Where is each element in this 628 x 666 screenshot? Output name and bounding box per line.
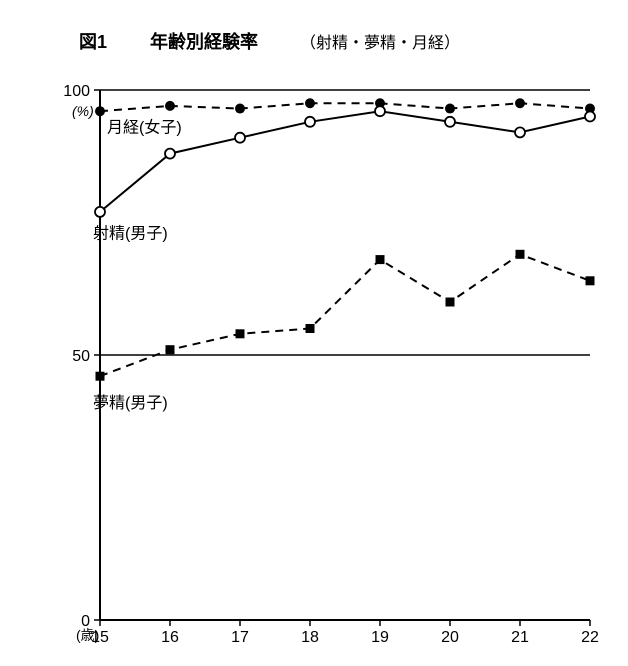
y-tick-label: 100 [63, 83, 90, 100]
marker-square-filled [446, 298, 455, 307]
series-label: 夢精(男子) [93, 394, 168, 412]
x-tick-label: 16 [161, 629, 179, 646]
marker-circle-filled [95, 106, 105, 116]
marker-circle-filled [235, 104, 245, 114]
x-tick-label: 18 [301, 629, 319, 646]
x-tick-label: 21 [511, 629, 529, 646]
marker-circle-open [305, 117, 315, 127]
x-tick-label: 20 [441, 629, 459, 646]
marker-circle-filled [165, 101, 175, 111]
x-axis-unit: (歳) [76, 627, 99, 643]
marker-circle-open [445, 117, 455, 127]
marker-square-filled [586, 276, 595, 285]
marker-square-filled [516, 250, 525, 259]
marker-square-filled [166, 345, 175, 354]
x-tick-label: 22 [581, 629, 599, 646]
series-label: 射精(男子) [93, 224, 168, 242]
chart-title-main: 年齢別経験率 [150, 31, 258, 52]
series-line [100, 254, 590, 376]
marker-circle-open [515, 127, 525, 137]
y-tick-label: 50 [72, 348, 90, 365]
line-chart: 図1年齢別経験率（射精・夢精・月経）050100(%)1516171819202… [0, 0, 628, 666]
marker-circle-open [165, 149, 175, 159]
marker-circle-filled [445, 104, 455, 114]
marker-square-filled [96, 372, 105, 381]
marker-square-filled [306, 324, 315, 333]
marker-circle-open [375, 106, 385, 116]
marker-circle-filled [305, 98, 315, 108]
marker-square-filled [376, 255, 385, 264]
x-tick-label: 17 [231, 629, 249, 646]
y-axis-unit: (%) [72, 103, 94, 119]
marker-circle-open [95, 207, 105, 217]
marker-circle-open [585, 112, 595, 122]
marker-circle-open [235, 133, 245, 143]
marker-square-filled [236, 329, 245, 338]
chart-title-sub: （射精・夢精・月経） [300, 34, 460, 52]
x-tick-label: 19 [371, 629, 389, 646]
chart-container: 図1年齢別経験率（射精・夢精・月経）050100(%)1516171819202… [0, 0, 628, 666]
marker-circle-filled [515, 98, 525, 108]
series-label: 月経(女子) [107, 117, 182, 136]
chart-title-prefix: 図1 [79, 32, 107, 52]
